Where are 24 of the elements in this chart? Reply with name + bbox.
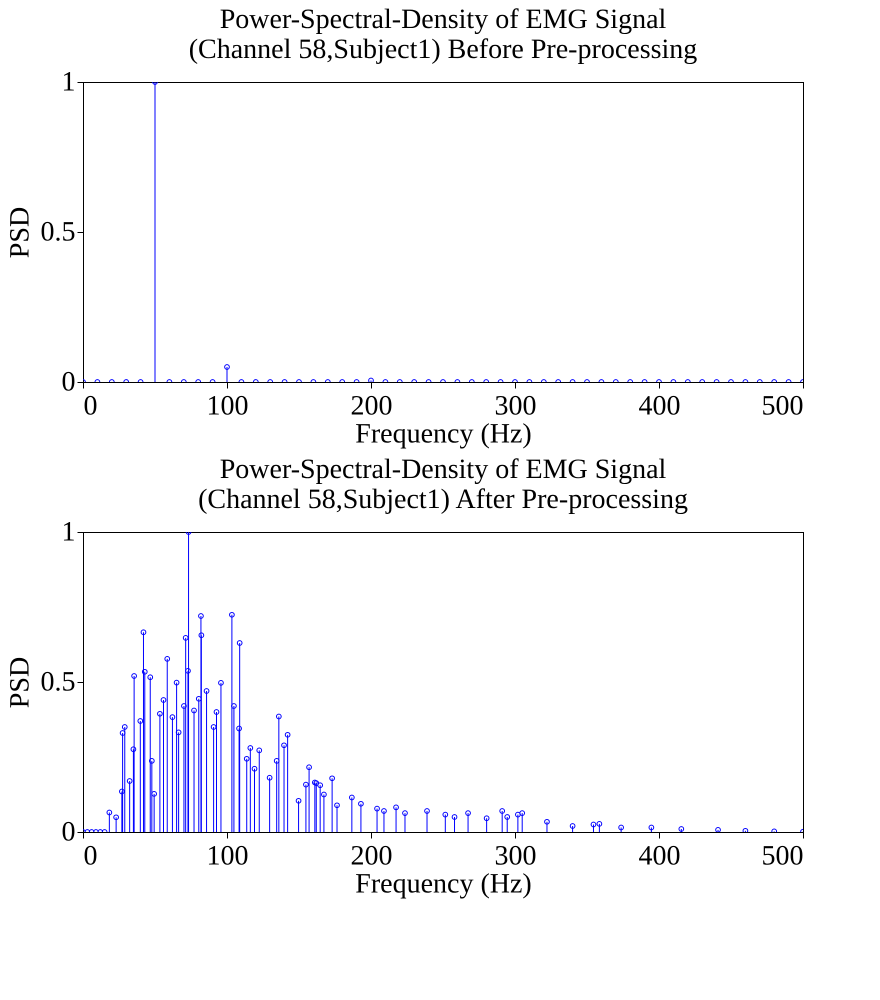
x-tick-label: 400 [638,390,680,422]
y-tick-label: 0 [62,816,76,848]
x-tick-label: 300 [494,390,536,422]
x-tick-label: 300 [494,840,536,872]
y-axis-title: PSD [4,656,36,708]
x-tick-label: 100 [206,390,248,422]
y-tick-label: 1 [62,66,76,98]
x-tick-label: 400 [638,840,680,872]
y-tick-label: 0.5 [40,666,76,698]
y-tick-label: 0.5 [40,216,76,248]
x-tick-label: 200 [350,840,392,872]
x-tick-label: 0 [84,840,98,872]
x-tick-label: 0 [84,390,98,422]
x-axis-title: Frequency (Hz) [355,868,532,900]
x-tick-label: 500 [762,840,804,872]
y-tick-label: 0 [62,366,76,398]
x-tick-label: 500 [762,390,804,422]
chart-title: Power-Spectral-Density of EMG Signal (Channel 58,Subject1) After Pre-processing [198,454,688,515]
x-axis-title: Frequency (Hz) [355,418,532,450]
chart-title: Power-Spectral-Density of EMG Signal (Channel 58,Subject1) Before Pre-processing [188,4,698,65]
x-tick-label: 200 [350,390,392,422]
y-axis-title: PSD [4,206,36,258]
x-tick-label: 100 [206,840,248,872]
y-tick-label: 1 [62,516,76,548]
